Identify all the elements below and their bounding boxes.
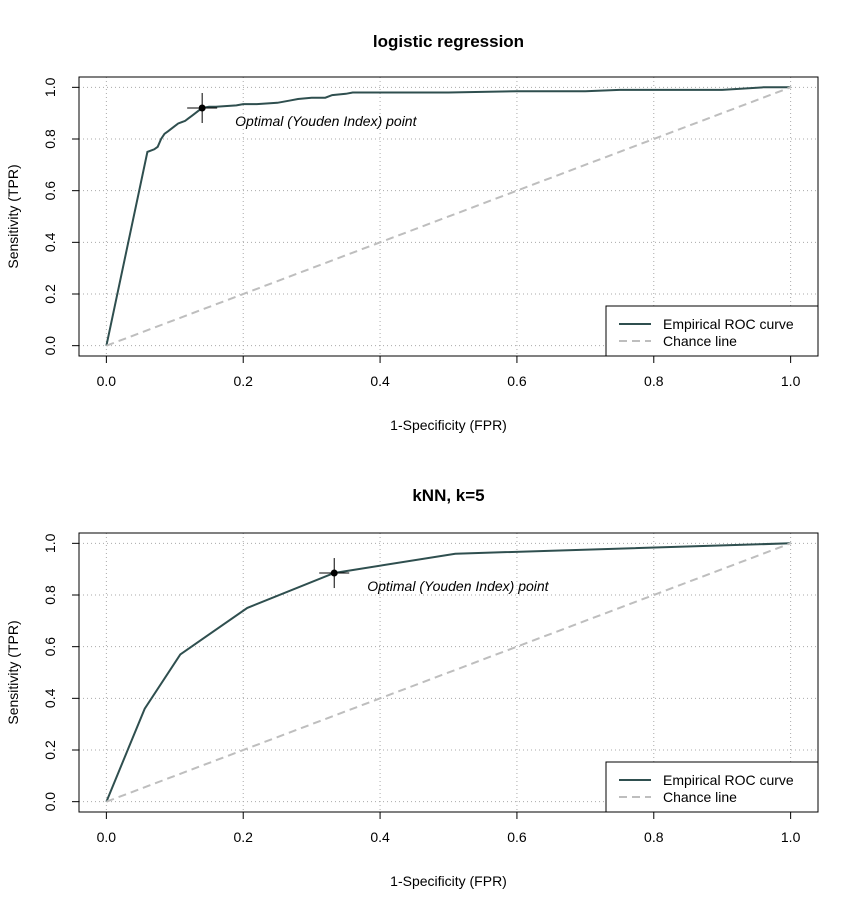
y-tick-label: 0.8 [42,129,58,149]
legend-label: Empirical ROC curve [663,316,794,332]
legend-label: Chance line [663,333,737,349]
optimal-point-marker [330,569,338,577]
x-tick-label: 0.4 [370,829,390,845]
y-tick-label: 0.4 [42,688,58,708]
x-tick-label: 0.2 [233,373,253,389]
y-axis-label: Sensitivity (TPR) [5,620,21,724]
x-tick-label: 0.6 [507,373,527,389]
y-tick-label: 1.0 [42,77,58,97]
chance-line [106,542,791,803]
chart-title: logistic regression [373,32,524,51]
chart-title: kNN, k=5 [412,486,484,505]
roc-curve-line [105,542,791,803]
x-tick-label: 0.8 [644,829,664,845]
plot-frame [78,76,819,357]
legend-label: Empirical ROC curve [663,772,794,788]
y-tick-label: 0.0 [42,336,58,356]
x-tick-label: 1.0 [781,373,801,389]
x-tick-label: 0.0 [97,373,117,389]
y-tick-label: 0.8 [42,585,58,605]
legend-box [605,761,819,813]
x-axis-label: 1-Specificity (FPR) [390,417,507,433]
chart-panel-1: logistic regression 0.0 0.2 0.4 0.6 0.8 1.0 0.0… [5,32,819,433]
x-tick-label: 0.4 [370,373,390,389]
optimal-point-label: Optimal (Youden Index) point [367,578,549,594]
y-axis-label: Sensitivity (TPR) [5,164,21,268]
x-tick-label: 0.8 [644,373,664,389]
x-tick-label: 0.0 [97,829,117,845]
y-tick-label: 0.2 [42,284,58,304]
y-tick-label: 0.2 [42,740,58,760]
plot-frame [78,532,819,813]
optimal-point-marker [198,104,206,112]
x-axis-label: 1-Specificity (FPR) [390,873,507,889]
chart-panel-2: kNN, k=5 0.0 0.2 0.4 0.6 0.8 1.0 0.0 0.2 0.4 0.6 0.… [5,486,819,889]
y-tick-label: 0.6 [42,637,58,657]
chance-line [106,86,791,347]
y-tick-label: 0.6 [42,181,58,201]
x-tick-label: 0.6 [507,829,527,845]
y-tick-label: 1.0 [42,533,58,553]
legend-box [605,305,819,357]
legend-label: Chance line [663,789,737,805]
x-tick-label: 1.0 [781,829,801,845]
y-tick-label: 0.4 [42,232,58,252]
roc-curve-line [105,86,791,346]
x-tick-label: 0.2 [233,829,253,845]
optimal-point-label: Optimal (Youden Index) point [235,113,417,129]
y-tick-label: 0.0 [42,792,58,812]
